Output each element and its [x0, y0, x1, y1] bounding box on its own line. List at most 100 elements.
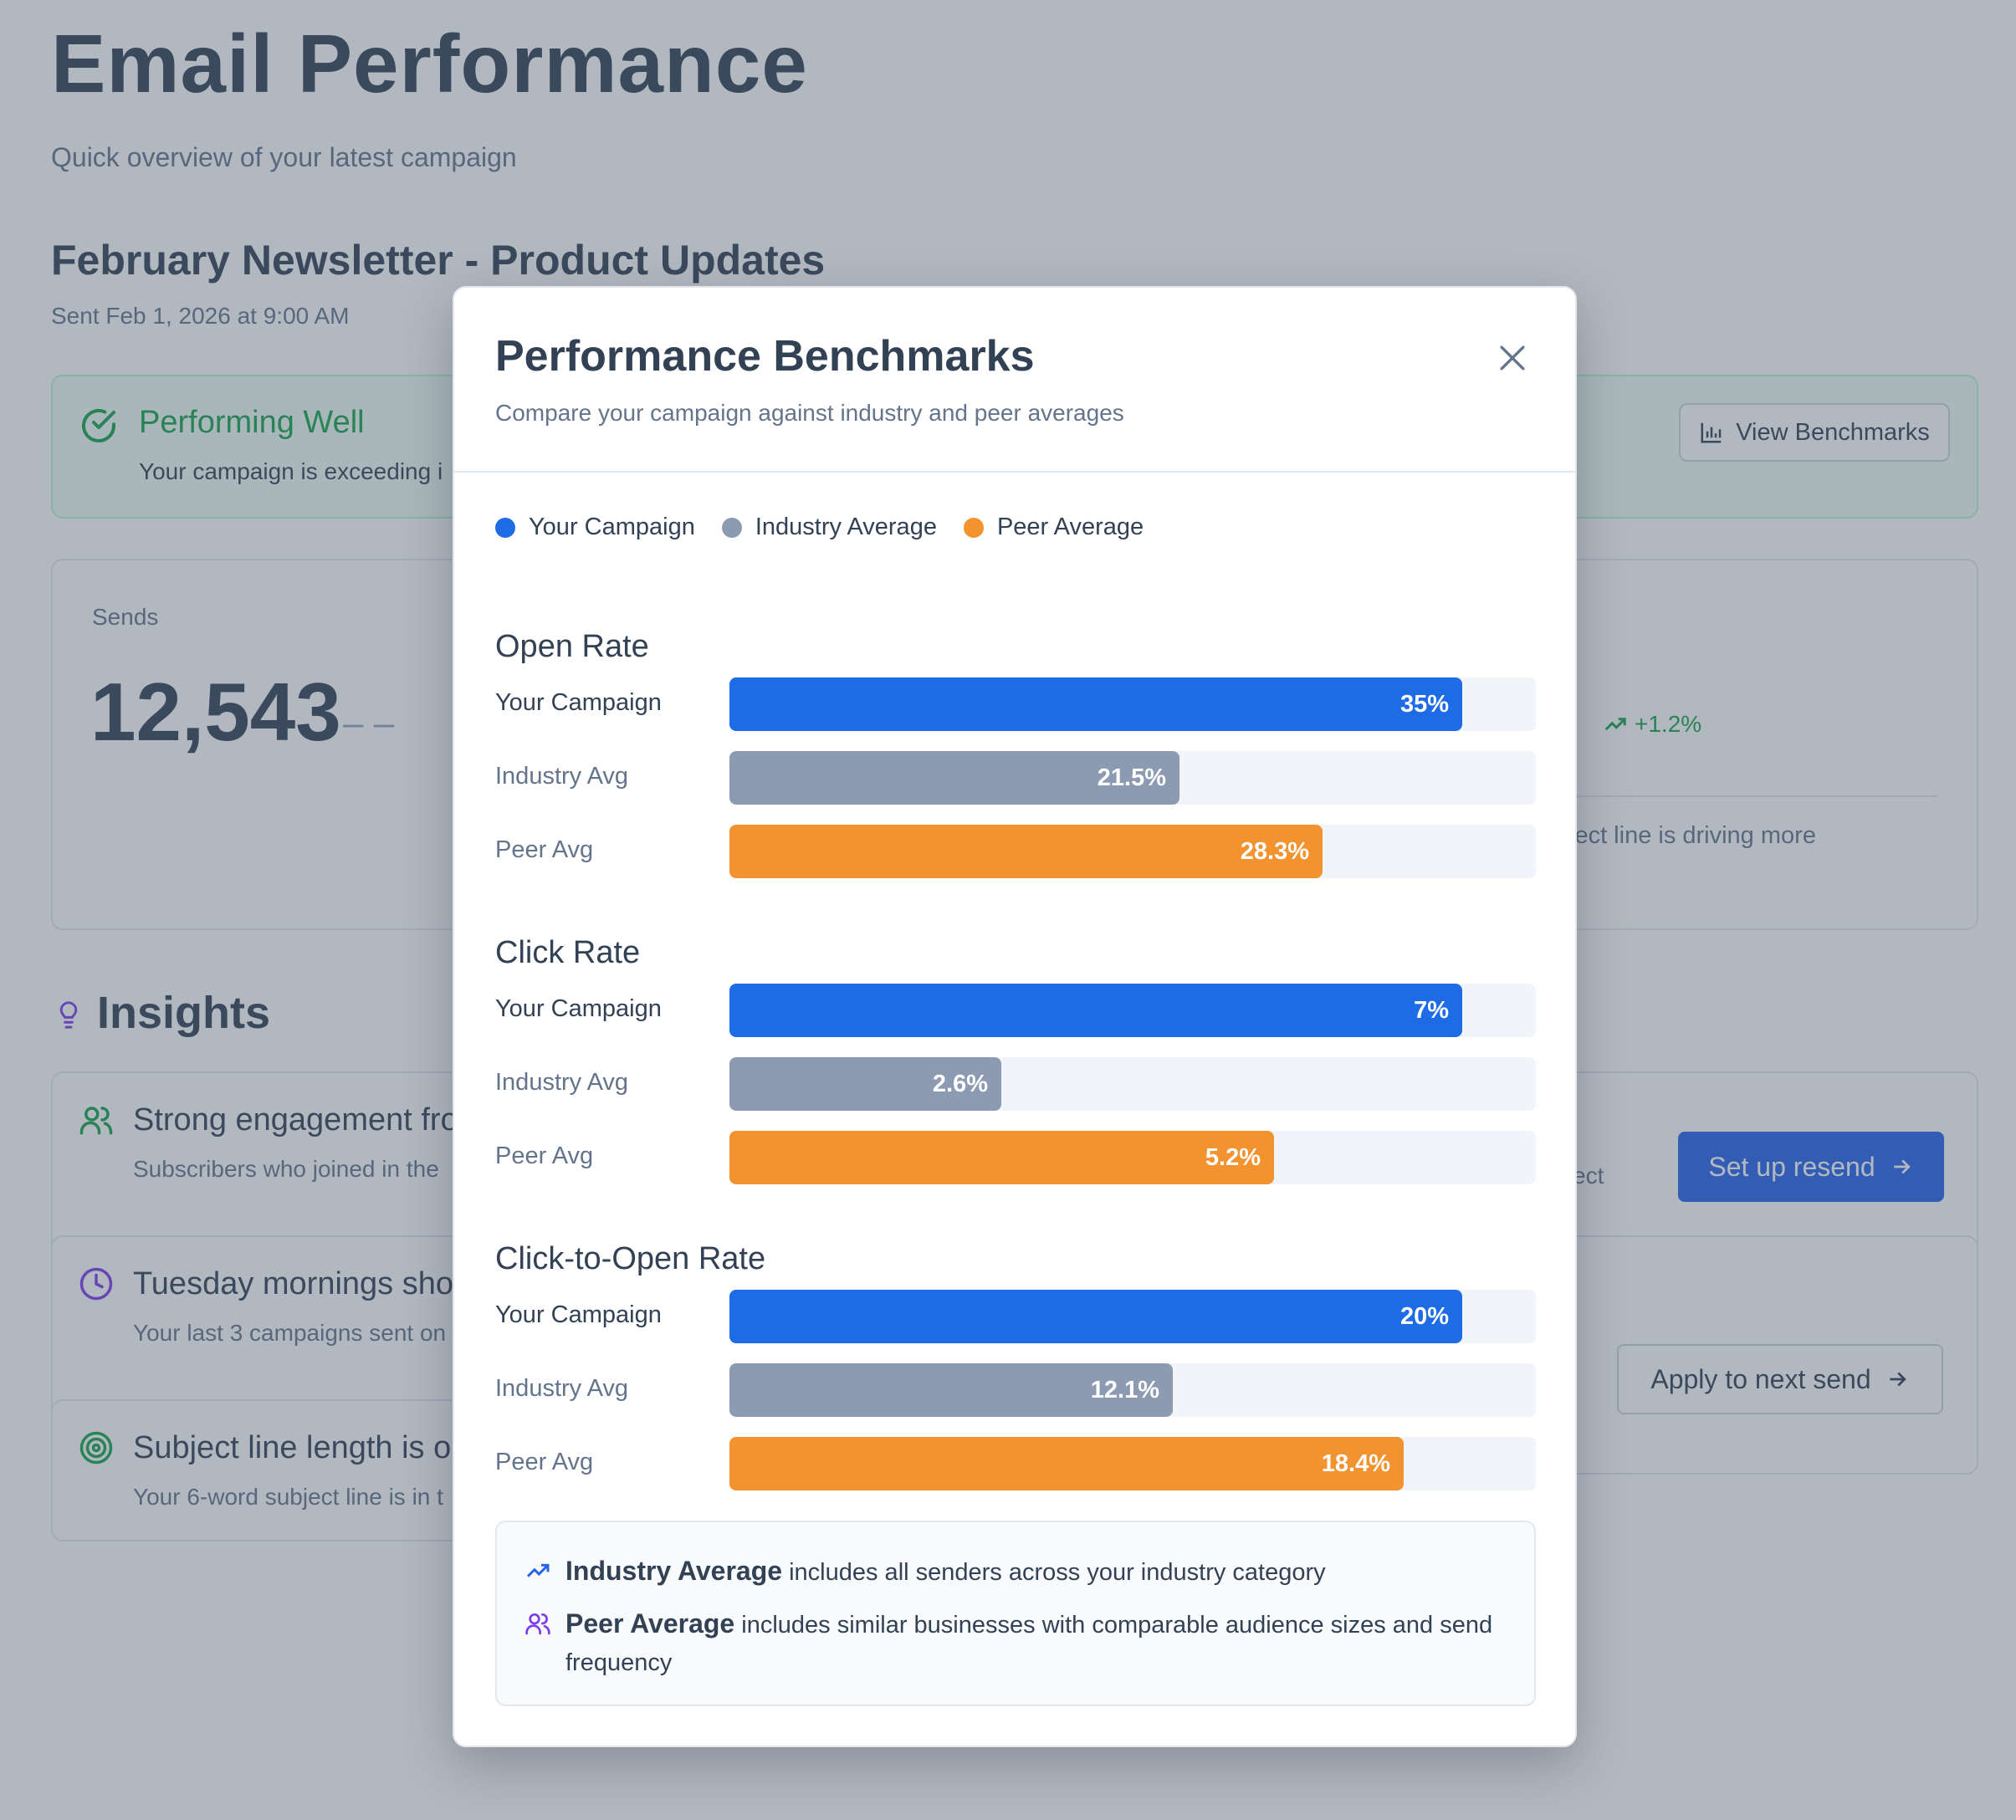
trending-up-icon: [526, 1563, 550, 1577]
benchmark-section-title: Click Rate: [495, 935, 641, 970]
peer-note-text: includes similar businesses with compara…: [565, 1612, 1493, 1676]
campaign-title: February Newsletter - Product Updates: [51, 237, 826, 284]
insight-description: Your 6-word subject line is in t: [133, 1484, 443, 1510]
sends-label: Sends: [92, 604, 159, 630]
bar-value-label: 2.6%: [932, 1070, 988, 1097]
bar-value-label: 35%: [1399, 690, 1449, 718]
set-up-resend-label: Set up resend: [1708, 1151, 1875, 1182]
bar-row-label: Peer Avg: [495, 836, 594, 863]
status-description: Your campaign is exceeding i: [139, 458, 443, 484]
bar-value-label: 28.3%: [1240, 837, 1309, 865]
close-icon[interactable]: [1494, 340, 1531, 376]
metric-divider: [1573, 795, 1937, 797]
bar-track: 7%: [729, 984, 1536, 1037]
status-title: Performing Well: [139, 405, 365, 440]
insight-title: Strong engagement fro: [133, 1102, 458, 1138]
insight-title: Subject line length is op: [133, 1430, 469, 1465]
legend-label: Your Campaign: [529, 514, 695, 540]
bar-track: 28.3%: [729, 825, 1536, 878]
insight-side-text: ect: [1573, 1163, 1604, 1189]
bar-value-label: 12.1%: [1090, 1376, 1159, 1403]
benchmark-section-title: Click-to-Open Rate: [495, 1241, 766, 1276]
bar-value-label: 21.5%: [1097, 764, 1166, 791]
insight-description: Your last 3 campaigns sent on: [133, 1320, 447, 1346]
trending-up-icon: [1604, 718, 1626, 731]
trend-indicator: +1.2%: [1603, 711, 1701, 738]
bar-chart-icon: [1701, 422, 1722, 443]
bar-fill: 28.3%: [729, 825, 1323, 878]
benchmarks-modal: Performance Benchmarks Compare your camp…: [453, 286, 1577, 1747]
bar-track: 2.6%: [729, 1057, 1536, 1111]
bar-row-label: Industry Avg: [495, 763, 629, 790]
bar-track: 5.2%: [729, 1131, 1536, 1184]
bar-track: 18.4%: [729, 1437, 1536, 1490]
bar-fill: 18.4%: [729, 1437, 1404, 1490]
insight-card-subject-line: [51, 1399, 519, 1541]
legend-swatch: [721, 517, 742, 538]
trend-value: +1.2%: [1635, 711, 1702, 737]
peer-note-bold: Peer Average: [565, 1608, 735, 1639]
sends-value: 12,543: [90, 666, 341, 758]
page-subtitle: Quick overview of your latest campaign: [51, 142, 517, 172]
bar-fill: 21.5%: [729, 751, 1179, 805]
lightbulb-icon: [59, 1001, 78, 1029]
bar-row-label: Your Campaign: [495, 995, 662, 1022]
insight-description: Subscribers who joined in the: [133, 1156, 439, 1182]
bar-value-label: 18.4%: [1321, 1449, 1390, 1477]
benchmark-notes: Industry Average includes all senders ac…: [495, 1521, 1536, 1706]
bar-value-label: 5.2%: [1205, 1143, 1261, 1171]
users-icon: [79, 1107, 113, 1135]
bar-row-label: Industry Avg: [495, 1375, 629, 1402]
bar-row-label: Your Campaign: [495, 689, 662, 716]
modal-title: Performance Benchmarks: [495, 332, 1035, 381]
target-icon: [79, 1431, 113, 1465]
legend-label: Peer Average: [996, 514, 1144, 540]
legend-item-your-campaign: Your Campaign: [495, 514, 695, 541]
legend-item-peer-average: Peer Average: [963, 514, 1144, 541]
bar-row-label: Peer Avg: [495, 1143, 594, 1169]
bar-track: 35%: [729, 677, 1536, 731]
bar-fill: 5.2%: [729, 1131, 1274, 1184]
bar-row-label: Industry Avg: [495, 1069, 629, 1096]
legend-label: Industry Average: [755, 514, 937, 540]
bar-fill: 20%: [729, 1290, 1462, 1343]
apply-to-next-send-button[interactable]: Apply to next send: [1617, 1344, 1943, 1414]
bar-fill: 35%: [729, 677, 1462, 731]
chart-legend: Your Campaign Industry Average Peer Aver…: [495, 514, 1170, 541]
bar-fill: 7%: [729, 984, 1462, 1037]
bar-fill: 12.1%: [729, 1363, 1173, 1417]
bar-value-label: 20%: [1399, 1302, 1449, 1330]
modal-subtitle: Compare your campaign against industry a…: [495, 400, 1124, 426]
bar-row-label: Your Campaign: [495, 1301, 662, 1328]
industry-note-text: includes all senders across your industr…: [782, 1559, 1326, 1586]
campaign-sent-date: Sent Feb 1, 2026 at 9:00 AM: [51, 303, 350, 329]
legend-swatch: [495, 517, 515, 538]
check-circle-icon: [82, 409, 115, 442]
peer-note: Peer Average includes similar businesses…: [524, 1605, 1512, 1682]
bar-fill: 2.6%: [729, 1057, 1001, 1111]
bar-track: 12.1%: [729, 1363, 1536, 1417]
benchmark-section-title: Open Rate: [495, 629, 649, 664]
sends-trend-placeholder: – –: [343, 703, 395, 744]
clock-icon: [79, 1267, 113, 1301]
legend-item-industry-average: Industry Average: [721, 514, 937, 541]
insights-title: Insights: [97, 988, 271, 1038]
bar-track: 20%: [729, 1290, 1536, 1343]
view-benchmarks-label: View Benchmarks: [1736, 418, 1930, 446]
industry-note-bold: Industry Average: [565, 1556, 783, 1586]
apply-to-next-send-label: Apply to next send: [1650, 1363, 1871, 1394]
view-benchmarks-button[interactable]: View Benchmarks: [1679, 403, 1950, 462]
arrow-right-icon: [1889, 1372, 1906, 1387]
legend-swatch: [963, 517, 984, 538]
users-icon: [525, 1613, 550, 1635]
bar-track: 21.5%: [729, 751, 1536, 805]
page-title: Email Performance: [51, 18, 808, 110]
bar-row-label: Peer Avg: [495, 1449, 594, 1475]
set-up-resend-button[interactable]: Set up resend: [1678, 1132, 1944, 1202]
arrow-right-icon: [1893, 1159, 1911, 1174]
metric-note: ject line is driving more: [1569, 822, 1816, 849]
modal-header-divider: [454, 471, 1575, 473]
insight-title: Tuesday mornings show: [133, 1266, 477, 1301]
bar-value-label: 7%: [1414, 996, 1449, 1024]
industry-note: Industry Average includes all senders ac…: [524, 1552, 1512, 1592]
